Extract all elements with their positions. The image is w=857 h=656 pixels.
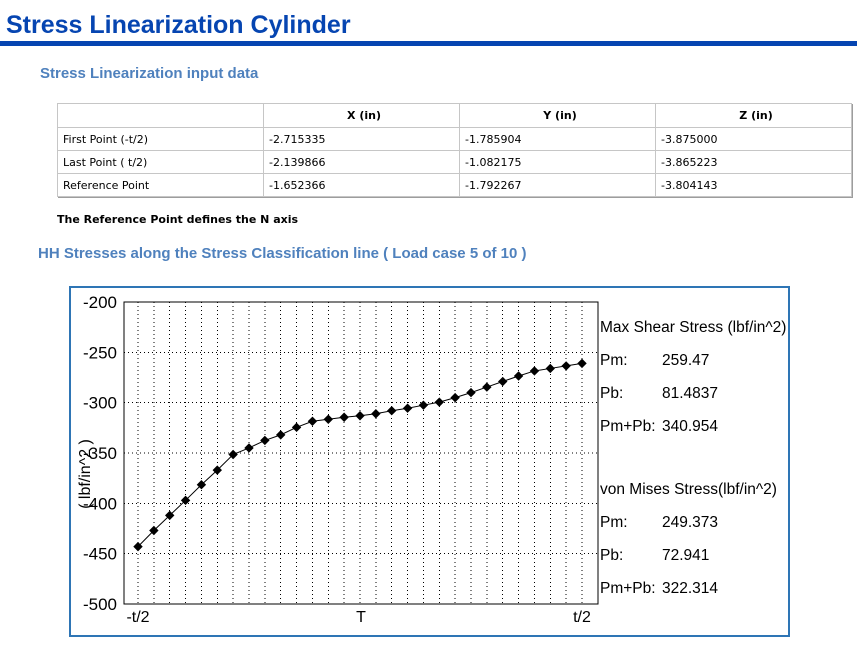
table-row-first-point: First Point (-t/2) -2.715335 -1.785904 -… bbox=[57, 127, 852, 151]
data-point-marker bbox=[434, 397, 444, 407]
pmpb-label: Pm+Pb: bbox=[600, 580, 656, 597]
x-tick-mid: T bbox=[356, 609, 366, 626]
data-point-marker bbox=[307, 416, 318, 426]
chart-section-heading: HH Stresses along the Stress Classificat… bbox=[38, 245, 527, 262]
pm-label: Pm: bbox=[600, 352, 628, 369]
pm-label: Pm: bbox=[600, 514, 628, 531]
pm-value: 249.373 bbox=[662, 514, 718, 531]
data-point-marker bbox=[387, 406, 397, 416]
data-point-marker bbox=[402, 403, 413, 413]
data-point-marker bbox=[561, 361, 571, 371]
stress-chart-container: -200 -250 -300 -350 -400 -450 -500 ( lbf/in^2 … bbox=[69, 286, 790, 637]
table-corner-cell bbox=[57, 103, 264, 128]
pb-value: 81.4837 bbox=[662, 385, 718, 402]
table-row-last-point: Last Point ( t/2) -2.139866 -1.082175 -3… bbox=[57, 150, 852, 174]
data-point-marker bbox=[165, 510, 175, 521]
pmpb-value: 340.954 bbox=[662, 418, 718, 435]
row-label: Last Point ( t/2) bbox=[57, 150, 264, 174]
data-point-marker bbox=[133, 541, 143, 552]
data-point-marker bbox=[371, 409, 381, 419]
plot-border bbox=[123, 301, 599, 605]
input-data-heading: Stress Linearization input data bbox=[40, 65, 259, 82]
data-point-marker bbox=[482, 382, 492, 392]
cell-y: -1.792267 bbox=[459, 173, 656, 197]
y-tick-label: -250 bbox=[83, 343, 117, 362]
data-point-marker bbox=[260, 435, 270, 446]
data-point-marker bbox=[529, 366, 540, 376]
data-point-marker bbox=[498, 376, 508, 387]
cell-z: -3.865223 bbox=[655, 150, 852, 174]
data-point-marker bbox=[418, 400, 429, 410]
data-point-marker bbox=[244, 443, 254, 453]
cell-y: -1.082175 bbox=[459, 150, 656, 174]
data-point-marker bbox=[450, 392, 460, 403]
data-point-marker bbox=[149, 525, 159, 536]
data-point-marker bbox=[276, 430, 286, 440]
column-header-x: X (in) bbox=[263, 103, 460, 128]
pb-value: 72.941 bbox=[662, 547, 709, 564]
cell-z: -3.875000 bbox=[655, 127, 852, 151]
reference-point-note: The Reference Point defines the N axis bbox=[57, 213, 299, 226]
cell-x: -1.652366 bbox=[263, 173, 460, 197]
page-title: Stress Linearization Cylinder bbox=[6, 11, 351, 39]
title-underline-rule bbox=[0, 41, 857, 46]
data-point-marker bbox=[466, 387, 476, 398]
column-header-z: Z (in) bbox=[655, 103, 852, 128]
y-tick-label: -400 bbox=[83, 494, 117, 513]
row-label: First Point (-t/2) bbox=[57, 127, 264, 151]
data-point-marker bbox=[355, 411, 365, 421]
data-point-marker bbox=[545, 363, 555, 374]
cell-x: -2.715335 bbox=[263, 127, 460, 151]
pb-label: Pb: bbox=[600, 385, 623, 402]
max-shear-annotation: Max Shear Stress (lbf/in^2) Pm: 259.47 P… bbox=[600, 319, 786, 435]
y-tick-label: -500 bbox=[83, 595, 117, 614]
pmpb-label: Pm+Pb: bbox=[600, 418, 656, 435]
cell-z: -3.804143 bbox=[655, 173, 852, 197]
von-mises-title: von Mises Stress(lbf/in^2) bbox=[600, 481, 777, 498]
cell-y: -1.785904 bbox=[459, 127, 656, 151]
y-tick-label: -450 bbox=[83, 545, 117, 564]
y-tick-label: -350 bbox=[83, 444, 117, 463]
pm-value: 259.47 bbox=[662, 352, 709, 369]
column-header-y: Y (in) bbox=[459, 103, 656, 128]
cell-x: -2.139866 bbox=[263, 150, 460, 174]
data-point-marker bbox=[513, 371, 524, 381]
data-point-marker bbox=[291, 422, 302, 433]
plot-gridlines-and-series: -200 -250 -300 -350 -400 -450 -500 bbox=[83, 293, 598, 614]
data-point-marker bbox=[196, 480, 207, 490]
table-row-reference-point: Reference Point -1.652366 -1.792267 -3.8… bbox=[57, 173, 852, 197]
data-point-marker bbox=[577, 358, 587, 369]
x-tick-left: -t/2 bbox=[126, 609, 149, 626]
von-mises-annotation: von Mises Stress(lbf/in^2) Pm: 249.373 P… bbox=[600, 481, 777, 597]
y-tick-label: -200 bbox=[83, 293, 117, 312]
data-point-marker bbox=[339, 412, 349, 422]
pmpb-value: 322.314 bbox=[662, 580, 718, 597]
max-shear-title: Max Shear Stress (lbf/in^2) bbox=[600, 319, 786, 336]
data-point-marker bbox=[180, 495, 191, 506]
input-data-table: X (in) Y (in) Z (in) First Point (-t/2) … bbox=[57, 103, 852, 197]
stress-line-chart: -200 -250 -300 -350 -400 -450 -500 ( lbf/in^2 … bbox=[77, 293, 786, 626]
pb-label: Pb: bbox=[600, 547, 623, 564]
y-axis-title: ( lbf/in^2 ) bbox=[77, 439, 94, 509]
row-label: Reference Point bbox=[57, 173, 264, 197]
data-point-marker bbox=[228, 449, 238, 460]
data-point-marker bbox=[323, 414, 333, 424]
data-point-marker bbox=[212, 465, 222, 475]
x-tick-right: t/2 bbox=[573, 609, 591, 626]
table-header-row: X (in) Y (in) Z (in) bbox=[57, 103, 852, 128]
y-tick-label: -300 bbox=[83, 394, 117, 413]
